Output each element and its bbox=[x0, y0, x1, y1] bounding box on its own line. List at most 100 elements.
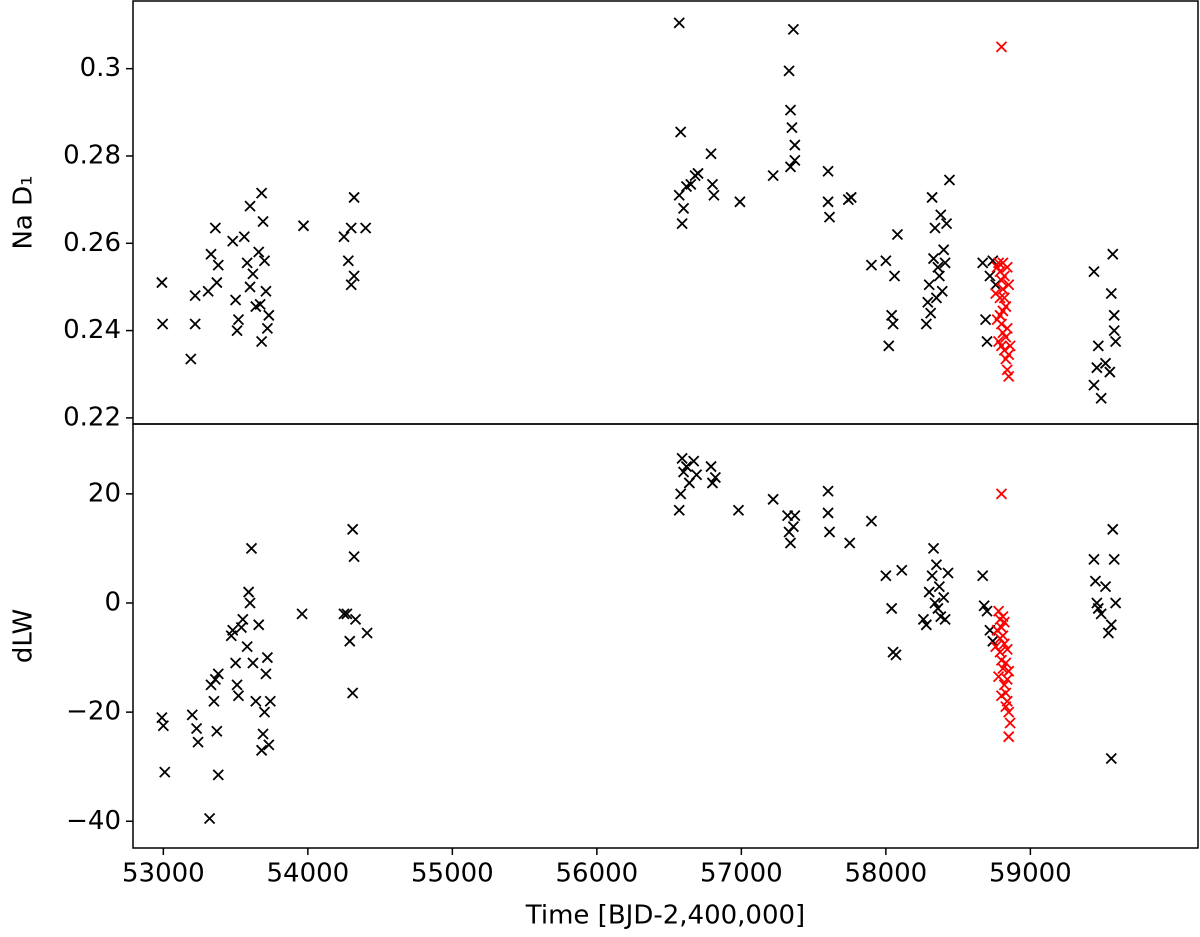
point bbox=[942, 567, 954, 579]
point bbox=[1105, 619, 1117, 631]
point bbox=[673, 504, 685, 516]
point bbox=[1003, 370, 1015, 383]
point bbox=[189, 318, 201, 330]
point bbox=[250, 695, 262, 707]
point bbox=[734, 196, 746, 208]
point bbox=[880, 255, 892, 267]
point bbox=[157, 720, 169, 732]
point bbox=[784, 537, 797, 549]
point bbox=[1088, 379, 1100, 391]
point bbox=[203, 812, 216, 825]
point bbox=[927, 542, 940, 555]
point bbox=[1104, 366, 1116, 378]
point bbox=[1108, 309, 1120, 321]
point bbox=[209, 222, 222, 234]
point bbox=[823, 211, 836, 223]
point bbox=[241, 257, 253, 269]
point bbox=[1109, 597, 1122, 609]
point bbox=[348, 191, 360, 204]
point bbox=[783, 65, 795, 77]
point bbox=[186, 709, 198, 721]
x-tick-label: 56000 bbox=[556, 859, 639, 889]
point bbox=[677, 466, 690, 478]
point bbox=[767, 169, 779, 182]
point bbox=[1004, 340, 1016, 352]
x-tick-label: 54000 bbox=[266, 859, 349, 889]
point bbox=[886, 309, 898, 321]
point bbox=[192, 736, 204, 748]
point bbox=[211, 725, 223, 737]
point bbox=[990, 641, 1002, 653]
point bbox=[987, 635, 999, 647]
y-tick-label: 0.26 bbox=[63, 228, 121, 258]
point bbox=[732, 504, 745, 516]
point bbox=[260, 668, 272, 680]
point bbox=[297, 220, 310, 232]
point bbox=[923, 586, 935, 598]
point bbox=[685, 178, 697, 190]
point bbox=[675, 488, 687, 500]
point bbox=[940, 217, 953, 230]
point bbox=[935, 209, 947, 221]
point bbox=[845, 191, 857, 204]
point bbox=[205, 248, 217, 260]
point bbox=[348, 550, 360, 563]
point bbox=[844, 537, 856, 549]
point bbox=[890, 649, 902, 661]
point bbox=[258, 255, 271, 267]
point bbox=[933, 580, 945, 593]
point bbox=[865, 259, 878, 271]
point bbox=[932, 602, 944, 615]
point bbox=[189, 290, 201, 302]
point bbox=[1107, 248, 1119, 260]
point bbox=[1003, 279, 1015, 291]
point bbox=[690, 469, 703, 481]
point bbox=[229, 294, 242, 306]
point bbox=[822, 196, 834, 208]
point bbox=[929, 222, 941, 234]
point bbox=[673, 189, 685, 201]
point bbox=[255, 744, 268, 756]
point bbox=[244, 281, 256, 293]
point bbox=[238, 231, 250, 243]
point bbox=[978, 600, 990, 612]
point bbox=[677, 202, 690, 214]
point bbox=[676, 217, 688, 230]
point bbox=[237, 613, 249, 625]
point bbox=[1091, 362, 1103, 374]
point bbox=[345, 222, 357, 234]
point bbox=[938, 591, 950, 604]
point bbox=[347, 523, 359, 535]
point bbox=[257, 215, 269, 228]
point bbox=[822, 485, 834, 497]
point bbox=[977, 570, 989, 582]
y-tick-label: 0.3 bbox=[80, 53, 121, 83]
point bbox=[925, 307, 937, 319]
point bbox=[341, 608, 353, 620]
point bbox=[680, 460, 693, 473]
point bbox=[261, 651, 274, 664]
point bbox=[202, 285, 214, 297]
y-tick-label: 0 bbox=[104, 587, 121, 617]
point bbox=[998, 616, 1010, 628]
x-tick-label: 57000 bbox=[700, 859, 783, 889]
point bbox=[991, 314, 1003, 326]
point bbox=[227, 624, 239, 636]
point bbox=[231, 324, 243, 337]
plot-frame bbox=[132, 0, 1199, 425]
point bbox=[997, 305, 1009, 317]
point bbox=[254, 298, 266, 311]
point bbox=[995, 488, 1008, 500]
point bbox=[917, 613, 930, 625]
y-tick-label: −40 bbox=[66, 806, 121, 836]
point bbox=[1000, 657, 1012, 669]
point bbox=[348, 270, 360, 282]
point bbox=[1099, 357, 1112, 369]
point bbox=[998, 292, 1010, 304]
point bbox=[984, 270, 996, 282]
point bbox=[338, 231, 350, 243]
point bbox=[706, 477, 719, 489]
point bbox=[232, 314, 245, 326]
point bbox=[1003, 348, 1015, 361]
